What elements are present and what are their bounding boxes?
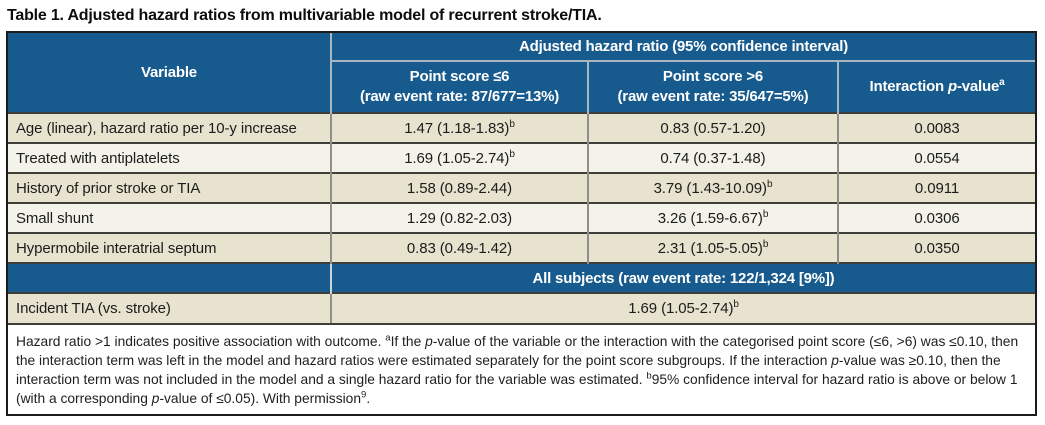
cell-point-score-gt6: 3.79 (1.43-10.09)b (588, 172, 839, 203)
all-subjects-row: All subjects (raw event rate: 122/1,324 … (8, 262, 1036, 293)
cell-point-score-le6: 0.83 (0.49-1.42) (331, 232, 589, 263)
table-row: Small shunt 1.29 (0.82-2.03) 3.26 (1.59-6.… (8, 202, 1036, 233)
cell-point-score-gt6: 2.31 (1.05-5.05)b (588, 232, 839, 263)
cell-interaction-pvalue: 0.0911 (838, 172, 1036, 203)
cell-variable: Incident TIA (vs. stroke) (8, 292, 332, 323)
point-score-gt6-rate: (raw event rate: 35/647=5%) (617, 88, 809, 105)
cell-point-score-gt6: 3.26 (1.59-6.67)b (588, 202, 839, 233)
cell-variable: History of prior stroke or TIA (8, 172, 332, 203)
cell-variable: Small shunt (8, 202, 332, 233)
cell-variable: Treated with antiplatelets (8, 142, 332, 173)
table-row: Hypermobile interatrial septum 0.83 (0.49… (8, 232, 1036, 263)
col-header-variable: Variable (8, 33, 332, 113)
incident-tia-row: Incident TIA (vs. stroke) 1.69 (1.05-2.7… (8, 292, 1036, 323)
cell-point-score-le6: 1.29 (0.82-2.03) (331, 202, 589, 233)
cell-point-score-le6: 1.47 (1.18-1.83)b (331, 112, 589, 143)
cell-interaction-pvalue: 0.0350 (838, 232, 1036, 263)
point-score-le6-rate: (raw event rate: 87/677=13%) (359, 88, 560, 105)
table-title: Table 1. Adjusted hazard ratios from mul… (7, 7, 602, 24)
cell-variable: Hypermobile interatrial septum (8, 232, 332, 263)
cell-interaction-pvalue: 0.0554 (838, 142, 1036, 173)
cell-point-score-gt6: 0.83 (0.57-1.20) (588, 112, 839, 143)
header-group-row: Variable Adjusted hazard ratio (95% conf… (8, 33, 1036, 113)
cell-all-subjects-value: 1.69 (1.05-2.74)b (331, 292, 1036, 323)
footnote: Hazard ratio >1 indicates positive assoc… (8, 323, 1035, 414)
hazard-ratio-table: Variable Adjusted hazard ratio (95% conf… (8, 33, 1036, 323)
col-header-adjusted-hazard-ratio: Adjusted hazard ratio (95% confidence in… (331, 33, 1036, 62)
header-sub-row: Point score ≤6 (raw event rate: 87/677=1… (8, 61, 1036, 113)
table-body: Age (linear), hazard ratio per 10-y incr… (8, 112, 1036, 263)
point-score-le6-label: Point score ≤6 (409, 68, 510, 85)
point-score-gt6-label: Point score >6 (662, 68, 764, 85)
cell-interaction-pvalue: 0.0083 (838, 112, 1036, 143)
cell-point-score-gt6: 0.74 (0.37-1.48) (588, 142, 839, 173)
col-header-point-score-gt6: Point score >6 (raw event rate: 35/647=5… (588, 61, 839, 113)
table-footer-rows: All subjects (raw event rate: 122/1,324 … (8, 262, 1036, 323)
cell-point-score-le6: 1.58 (0.89-2.44) (331, 172, 589, 203)
all-subjects-banner: All subjects (raw event rate: 122/1,324 … (331, 262, 1036, 293)
table-row: Treated with antiplatelets 1.69 (1.05-2.7… (8, 142, 1036, 173)
table-container: Variable Adjusted hazard ratio (95% conf… (6, 31, 1037, 416)
cell-point-score-le6: 1.69 (1.05-2.74)b (331, 142, 589, 173)
table-row: Age (linear), hazard ratio per 10-y incr… (8, 112, 1036, 143)
cell-variable: Age (linear), hazard ratio per 10-y incr… (8, 112, 332, 143)
cell-interaction-pvalue: 0.0306 (838, 202, 1036, 233)
col-header-point-score-le6: Point score ≤6 (raw event rate: 87/677=1… (331, 61, 589, 113)
table-row: History of prior stroke or TIA 1.58 (0.89… (8, 172, 1036, 203)
all-subjects-spacer (8, 262, 332, 293)
table-header: Variable Adjusted hazard ratio (95% conf… (8, 33, 1036, 113)
col-header-interaction-pvalue: Interaction p-valuea (838, 61, 1036, 113)
